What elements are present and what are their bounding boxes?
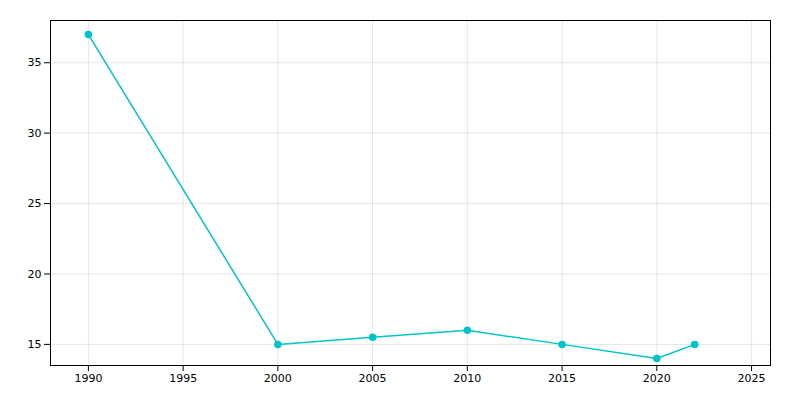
svg-text:2020: 2020: [643, 372, 671, 385]
svg-text:2010: 2010: [453, 372, 481, 385]
svg-text:1990: 1990: [74, 372, 102, 385]
svg-text:1995: 1995: [169, 372, 197, 385]
svg-text:15: 15: [28, 338, 42, 351]
svg-text:20: 20: [28, 267, 42, 280]
svg-text:25: 25: [28, 197, 42, 210]
svg-text:30: 30: [28, 127, 42, 140]
svg-text:35: 35: [28, 56, 42, 69]
svg-text:2005: 2005: [359, 372, 387, 385]
svg-text:2015: 2015: [548, 372, 576, 385]
svg-text:2000: 2000: [264, 372, 292, 385]
svg-text:2025: 2025: [738, 372, 766, 385]
